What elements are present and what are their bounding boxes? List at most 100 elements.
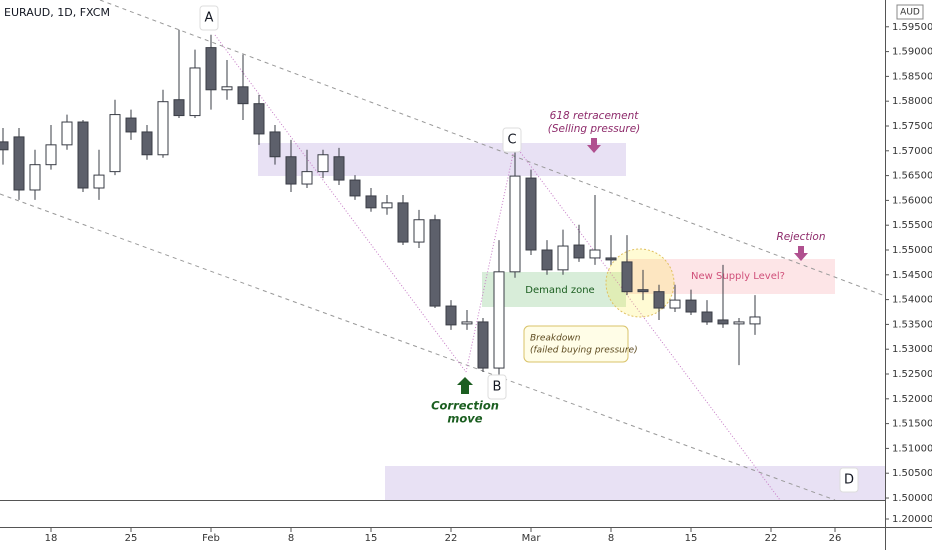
chart-title: EURAUD, 1D, FXCM — [4, 6, 110, 19]
x-tick-label: Mar — [522, 533, 542, 544]
point-label: D — [844, 473, 854, 488]
point-box — [502, 127, 522, 153]
candle-body — [157, 101, 169, 156]
candle-body — [253, 103, 265, 135]
candle-body — [573, 244, 585, 259]
candle-body — [141, 131, 153, 156]
y-tick-label: 1.51000 — [892, 443, 932, 454]
candle-body — [669, 299, 681, 309]
new-supply-zone — [626, 259, 835, 294]
candle-body — [413, 219, 425, 243]
point-label: A — [205, 11, 214, 26]
axis-panel — [885, 0, 932, 550]
y-tick-label: 1.51500 — [892, 419, 932, 430]
candle-body — [717, 319, 729, 325]
y-tick-label: 1.55000 — [892, 245, 932, 256]
y-tick-label: 1.58000 — [892, 96, 932, 107]
candle-body — [45, 144, 57, 166]
candle-body — [637, 289, 649, 293]
annotation: New Supply Level? — [691, 271, 785, 282]
candle-body — [189, 67, 201, 117]
x-tick-label: 15 — [685, 533, 698, 544]
currency-label: AUD — [900, 8, 920, 18]
y-tick-label: 1.54000 — [892, 295, 932, 306]
candle-body — [365, 195, 377, 209]
x-tick-label: Feb — [202, 533, 220, 544]
annotation: Correction — [431, 399, 499, 413]
y-tick-label: 1.52000 — [892, 394, 932, 405]
candle-body — [653, 291, 665, 309]
candle-body — [0, 141, 9, 151]
candle-body — [701, 311, 713, 323]
arrow-down — [587, 138, 601, 153]
x-tick-label: 8 — [608, 533, 614, 544]
candle-body — [237, 86, 249, 105]
cd-line — [514, 144, 781, 501]
x-tick-label: 25 — [125, 533, 138, 544]
candle-body — [61, 121, 73, 146]
candle-body — [285, 156, 297, 185]
candle-body — [301, 171, 313, 185]
candle-body — [685, 299, 697, 313]
demand-zone — [482, 272, 626, 307]
annotation: 618 retracement — [550, 110, 640, 122]
candle-body — [93, 174, 105, 189]
annotation: (Selling pressure) — [548, 123, 641, 135]
candle-body — [461, 321, 473, 325]
y-tick-label: 1.56500 — [892, 171, 932, 182]
point-label: B — [493, 380, 502, 395]
x-tick-label: 18 — [45, 533, 58, 544]
candle-body — [749, 316, 761, 325]
y-tick-label: 1.54500 — [892, 270, 932, 281]
candle-body — [333, 156, 345, 181]
channel-upper — [99, 0, 886, 297]
x-tick-label: 8 — [288, 533, 294, 544]
point-box — [487, 374, 507, 400]
annotation: Breakdown — [530, 334, 581, 344]
candle-body — [13, 136, 25, 191]
candle-body — [349, 179, 361, 197]
annotation: (failed buying pressure) — [530, 346, 638, 356]
annotation: Rejection — [776, 231, 825, 243]
candle-body — [509, 175, 521, 273]
x-tick-label: 22 — [445, 533, 458, 544]
candle-body — [29, 164, 41, 191]
arrow-up — [457, 377, 473, 394]
candle-body — [125, 117, 137, 133]
annotation: move — [447, 412, 482, 426]
ab-line — [214, 34, 467, 373]
target-zone — [385, 466, 885, 500]
candle-body — [109, 114, 121, 173]
y-tick-label: 1.58500 — [892, 71, 932, 82]
candle-body — [317, 154, 329, 173]
point-box — [839, 467, 859, 493]
supply-zone — [258, 143, 626, 176]
candle-body — [445, 305, 457, 326]
y-tick-label: 1.57000 — [892, 146, 932, 157]
candle-body — [77, 121, 89, 189]
candle-body — [733, 321, 745, 325]
y-tick-label: 1.55500 — [892, 220, 932, 231]
y-tick-label: 1.20000 — [892, 514, 932, 525]
x-tick-label: 15 — [365, 533, 378, 544]
point-label: C — [507, 133, 516, 148]
y-tick-label: 1.59000 — [892, 47, 932, 58]
candle-body — [397, 202, 409, 243]
candle-body — [557, 245, 569, 271]
annotation: Demand zone — [525, 285, 594, 296]
y-tick-label: 1.53000 — [892, 344, 932, 355]
callout — [523, 325, 629, 363]
candle-body — [525, 177, 537, 251]
y-tick-label: 1.53500 — [892, 319, 932, 330]
candles — [0, 29, 761, 375]
y-tick-label: 1.50000 — [892, 493, 932, 504]
candle-body — [381, 202, 393, 209]
candle-body — [205, 47, 217, 91]
y-tick-label: 1.50500 — [892, 468, 932, 479]
x-tick-label: 26 — [829, 533, 842, 544]
candle-body — [221, 86, 233, 91]
candle-body — [477, 321, 489, 369]
y-tick-label: 1.52500 — [892, 369, 932, 380]
